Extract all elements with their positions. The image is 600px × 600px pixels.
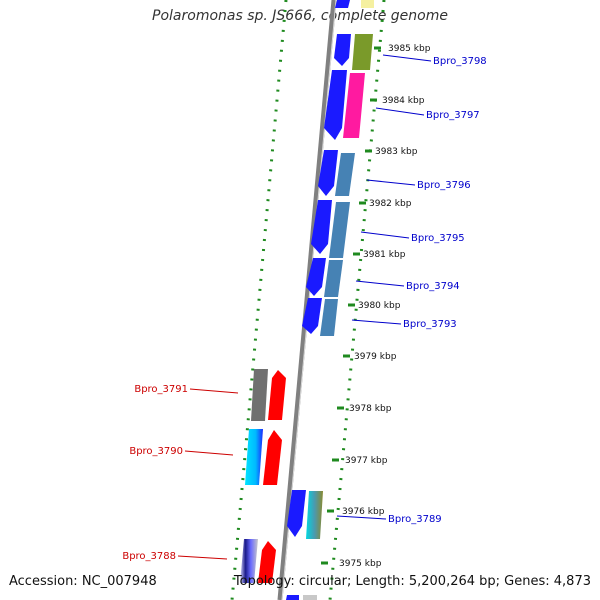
gene-leader-line (355, 280, 405, 287)
gene-leader-line (360, 231, 410, 239)
gene-leader-line (351, 319, 402, 325)
gene-label-bpro-3788[interactable]: Bpro_3788 (122, 551, 176, 562)
tick-label: 3984 kbp (382, 96, 425, 106)
gene-partial-bottom-function (303, 595, 317, 600)
scale-ticks (321, 46, 381, 565)
gene-leader-line (366, 179, 416, 186)
genome-backbone (277, 0, 337, 600)
tick-label: 3977 kbp (345, 456, 388, 466)
gene-arrow-bpro-3794[interactable] (306, 258, 326, 296)
tick-label: 3983 kbp (375, 147, 418, 157)
gene-function-bpro-3790 (245, 429, 263, 485)
gene-label-bpro-3793[interactable]: Bpro_3793 (403, 319, 457, 330)
tick-label: 3985 kbp (388, 44, 431, 54)
tick-label: 3979 kbp (354, 352, 397, 362)
genome-summary-text: Topology: circular; Length: 5,200,264 bp… (233, 574, 591, 589)
gene-label-bpro-3795[interactable]: Bpro_3795 (411, 233, 465, 244)
tick-label: 3978 kbp (349, 404, 392, 414)
tick-label: 3976 kbp (342, 507, 385, 517)
tick-label: 3980 kbp (358, 301, 401, 311)
gene-function-bpro-3791 (251, 369, 268, 421)
gene-label-bpro-3798[interactable]: Bpro_3798 (433, 56, 487, 67)
gene-function-bpro-3797 (343, 73, 365, 138)
gene-function-bpro-3796 (335, 153, 355, 196)
accession-text: Accession: NC_007948 (9, 574, 157, 589)
gene-arrow-bpro-3788[interactable] (258, 541, 276, 583)
gene-leader-line (184, 450, 234, 456)
genome-title: Polaromonas sp. JS666, complete genome (152, 8, 448, 24)
gene-leader-line (177, 555, 228, 560)
gene-arrow-bpro-3791[interactable] (268, 370, 286, 420)
gene-function-bpro-3798 (352, 34, 373, 70)
gene-arrow-bpro-3798[interactable] (334, 34, 351, 66)
gene-arrow-bpro-3793[interactable] (302, 298, 322, 334)
gene-label-bpro-3789[interactable]: Bpro_3789 (388, 514, 442, 525)
gene-arrow-bpro-3797[interactable] (324, 70, 347, 140)
tick-label: 3982 kbp (369, 199, 412, 209)
tick-label: 3981 kbp (363, 250, 406, 260)
gene-partial-top (335, 0, 350, 8)
gene-function-bpro-3794 (324, 260, 343, 297)
gene-label-bpro-3791[interactable]: Bpro_3791 (134, 384, 188, 395)
gene-arrow-bpro-3795[interactable] (311, 200, 332, 254)
gene-function-bpro-3788 (240, 539, 258, 583)
gene-label-bpro-3794[interactable]: Bpro_3794 (406, 281, 460, 292)
gene-function-bpro-3793 (320, 299, 338, 336)
gene-arrow-bpro-3789[interactable] (287, 490, 306, 537)
tick-label: 3975 kbp (339, 559, 382, 569)
gene-function-bpro-3789 (306, 491, 323, 539)
gc-skew-track-outer (230, 0, 288, 600)
gene-arrow-bpro-3790[interactable] (263, 430, 282, 485)
gene-leader-line (336, 515, 387, 520)
gene-function-bpro-3795 (329, 202, 350, 258)
gene-partial-bottom (286, 595, 299, 600)
gene-leader-line (189, 388, 239, 394)
gene-label-bpro-3790[interactable]: Bpro_3790 (129, 446, 183, 457)
gene-partial-top-function (361, 0, 374, 8)
gene-arrow-bpro-3796[interactable] (318, 150, 338, 196)
gene-label-bpro-3796[interactable]: Bpro_3796 (417, 180, 471, 191)
gene-label-bpro-3797[interactable]: Bpro_3797 (426, 110, 480, 121)
gene-leader-line (382, 54, 432, 62)
gene-leader-line (375, 107, 425, 116)
